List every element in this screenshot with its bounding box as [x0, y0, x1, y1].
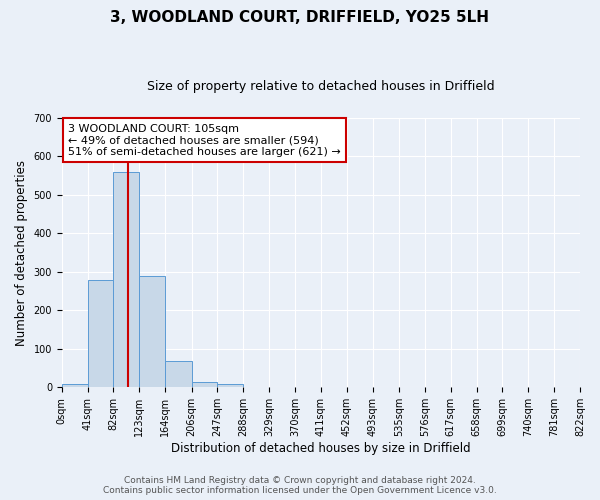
Y-axis label: Number of detached properties: Number of detached properties	[15, 160, 28, 346]
Bar	[62, 384, 88, 388]
X-axis label: Distribution of detached houses by size in Driffield: Distribution of detached houses by size …	[171, 442, 471, 455]
Bar	[165, 361, 191, 388]
Bar	[113, 172, 139, 388]
Text: 3, WOODLAND COURT, DRIFFIELD, YO25 5LH: 3, WOODLAND COURT, DRIFFIELD, YO25 5LH	[110, 10, 490, 25]
Text: Contains HM Land Registry data © Crown copyright and database right 2024.
Contai: Contains HM Land Registry data © Crown c…	[103, 476, 497, 495]
Bar	[88, 280, 113, 388]
Text: 3 WOODLAND COURT: 105sqm
← 49% of detached houses are smaller (594)
51% of semi-: 3 WOODLAND COURT: 105sqm ← 49% of detach…	[68, 124, 341, 157]
Bar	[191, 382, 217, 388]
Bar	[139, 276, 165, 388]
Bar	[217, 384, 244, 388]
Title: Size of property relative to detached houses in Driffield: Size of property relative to detached ho…	[147, 80, 495, 93]
